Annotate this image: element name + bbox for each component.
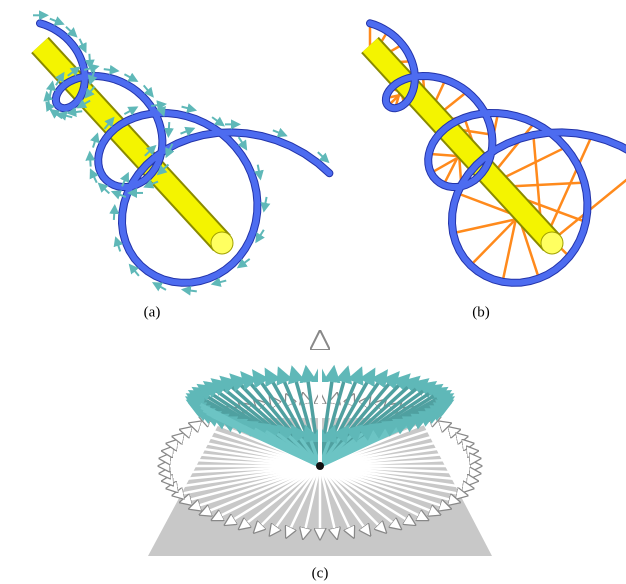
tangent-arrow (68, 111, 82, 113)
panel-a (33, 15, 329, 291)
tangent-arrow (114, 206, 115, 220)
panel-b (370, 23, 626, 283)
rod-end (211, 232, 233, 254)
origin (316, 462, 324, 470)
tangent-arrow (90, 153, 91, 167)
rod-end (541, 232, 563, 254)
rod (370, 45, 552, 243)
tangent-arrow (50, 19, 63, 24)
tangent-arrow (182, 107, 196, 110)
panel-label: (c) (312, 565, 329, 581)
tangent-arrow (264, 197, 267, 211)
tangent-arrow (124, 107, 136, 114)
tangent-arrow (50, 82, 53, 96)
tangent-arrow (104, 69, 118, 71)
tangent-arrow (116, 238, 120, 251)
tangent-arrow (213, 281, 227, 284)
page: (a) (b) (c) (() => { const data = JSON.p… (0, 0, 626, 584)
tangent-arrow (256, 230, 264, 242)
tangent-arrow (93, 134, 97, 147)
tangent-arrow (168, 122, 169, 136)
tangent-arrow (183, 290, 197, 292)
panel-c (148, 334, 492, 556)
rod (40, 45, 222, 243)
tangent-arrow (89, 54, 90, 68)
panel-label: (b) (472, 304, 490, 320)
tangent-arrow (258, 165, 261, 179)
figure: (a) (b) (c) (0, 0, 626, 584)
panel-label: (a) (144, 304, 161, 320)
tangent-arrow (273, 130, 286, 135)
tangent-arrow (91, 170, 97, 183)
tangent-arrow (154, 283, 166, 290)
tangent-arrow (180, 129, 193, 134)
helix (40, 23, 329, 283)
helix-outline (370, 23, 626, 283)
